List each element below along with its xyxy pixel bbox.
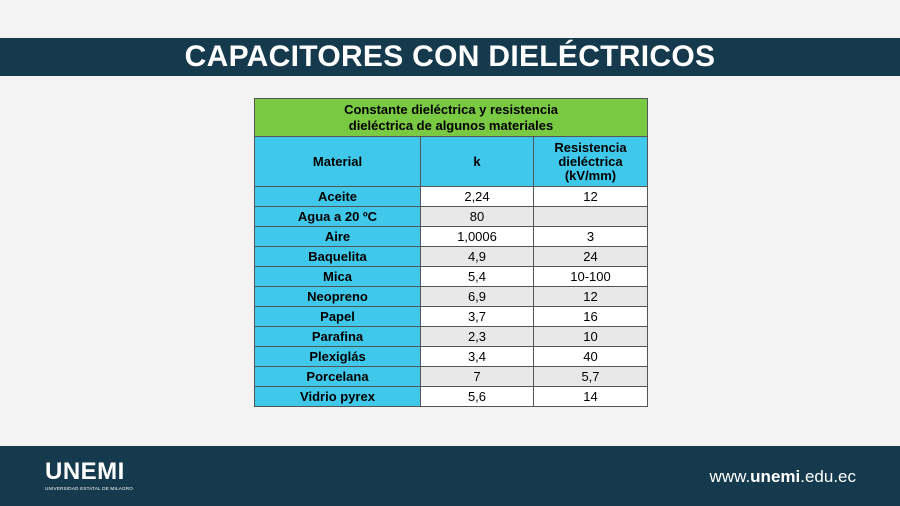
cell-material: Papel [254,306,421,327]
cell-resistance: 16 [533,306,648,327]
cell-k: 6,9 [420,286,534,307]
top-strip [0,0,900,38]
cell-resistance: 5,7 [533,366,648,387]
title-bar: CAPACITORES CON DIELÉCTRICOS [0,38,900,76]
table-header-row: Material k Resistencia dieléctrica (kV/m… [254,136,648,187]
logo-subtitle: UNIVERSIDAD ESTATAL DE MILAGRO [45,486,134,491]
table-row: Baquelita 4,9 24 [254,246,648,267]
cell-resistance: 12 [533,286,648,307]
website-prefix: www. [709,467,751,486]
cell-material: Vidrio pyrex [254,386,421,407]
dielectric-table: Constante dieléctrica y resistencia diel… [254,98,648,407]
table-row: Vidrio pyrex 5,6 14 [254,386,648,407]
cell-k: 4,9 [420,246,534,267]
cell-material: Aceite [254,186,421,207]
cell-k: 3,4 [420,346,534,367]
table-row: Mica 5,4 10-100 [254,266,648,287]
table-row: Neopreno 6,9 12 [254,286,648,307]
table-caption-line-2: dieléctrica de algunos materiales [348,117,554,133]
cell-k: 3,7 [420,306,534,327]
cell-material: Neopreno [254,286,421,307]
unemi-logo: UNEMI UNIVERSIDAD ESTATAL DE MILAGRO [45,458,134,492]
cell-k: 2,24 [420,186,534,207]
table-row: Aire 1,0006 3 [254,226,648,247]
header-resistance-line-2: dieléctrica [558,153,623,169]
table-caption: Constante dieléctrica y resistencia diel… [254,98,648,137]
cell-material: Baquelita [254,246,421,267]
cell-resistance: 12 [533,186,648,207]
cell-k: 5,6 [420,386,534,407]
table-row: Parafina 2,3 10 [254,326,648,347]
header-resistance: Resistencia dieléctrica (kV/mm) [533,136,648,187]
cell-k: 1,0006 [420,226,534,247]
cell-resistance: 10-100 [533,266,648,287]
cell-resistance: 24 [533,246,648,267]
website-suffix: .edu.ec [800,467,856,486]
table-row: Aceite 2,24 12 [254,186,648,207]
header-resistance-line-1: Resistencia [554,139,627,155]
table-row: Porcelana 7 5,7 [254,366,648,387]
slide-title: CAPACITORES CON DIELÉCTRICOS [184,40,716,73]
footer-bar: UNEMI UNIVERSIDAD ESTATAL DE MILAGRO www… [0,446,900,506]
cell-k: 80 [420,206,534,227]
header-material: Material [254,136,421,187]
table-row: Papel 3,7 16 [254,306,648,327]
cell-resistance: 40 [533,346,648,367]
cell-resistance: 10 [533,326,648,347]
cell-material: Agua a 20 ºC [254,206,421,227]
header-k: k [420,136,534,187]
cell-resistance [533,206,648,227]
table-caption-line-1: Constante dieléctrica y resistencia [344,101,558,117]
cell-resistance: 3 [533,226,648,247]
website-brand: unemi [750,467,801,486]
cell-material: Mica [254,266,421,287]
cell-k: 2,3 [420,326,534,347]
website-link[interactable]: www.unemi.edu.ec [710,467,856,487]
cell-material: Aire [254,226,421,247]
cell-k: 7 [420,366,534,387]
cell-resistance: 14 [533,386,648,407]
cell-material: Plexiglás [254,346,421,367]
cell-material: Parafina [254,326,421,347]
dielectric-table-container: Constante dieléctrica y resistencia diel… [254,98,648,407]
table-row: Plexiglás 3,4 40 [254,346,648,367]
cell-material: Porcelana [254,366,421,387]
cell-k: 5,4 [420,266,534,287]
table-caption-row: Constante dieléctrica y resistencia diel… [254,98,648,137]
table-row: Agua a 20 ºC 80 [254,206,648,227]
logo-wordmark: UNEMI [45,458,125,485]
header-resistance-line-3: (kV/mm) [564,167,617,183]
